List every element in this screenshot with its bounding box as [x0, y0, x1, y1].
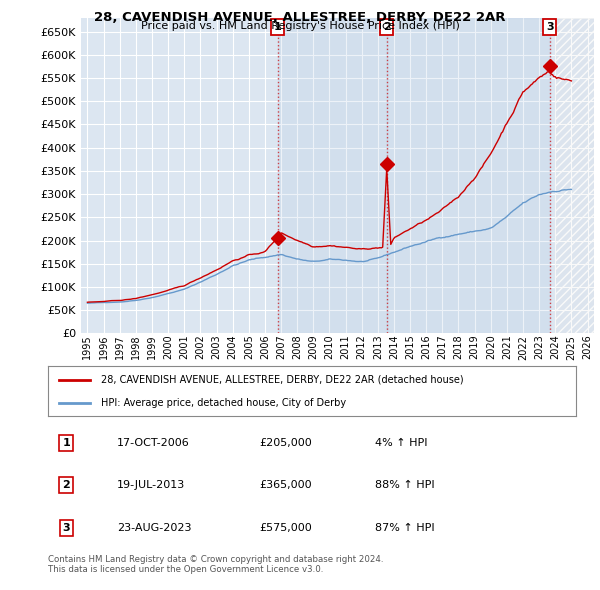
Text: 28, CAVENDISH AVENUE, ALLESTREE, DERBY, DE22 2AR: 28, CAVENDISH AVENUE, ALLESTREE, DERBY, …	[94, 11, 506, 24]
Text: 28, CAVENDISH AVENUE, ALLESTREE, DERBY, DE22 2AR (detached house): 28, CAVENDISH AVENUE, ALLESTREE, DERBY, …	[101, 375, 463, 385]
Text: 3: 3	[62, 523, 70, 533]
Bar	[555, 18, 594, 333]
Text: 1: 1	[62, 438, 70, 448]
Text: Contains HM Land Registry data © Crown copyright and database right 2024.
This d: Contains HM Land Registry data © Crown c…	[48, 555, 383, 574]
Bar	[278, 18, 387, 333]
Text: 87% ↑ HPI: 87% ↑ HPI	[376, 523, 435, 533]
Text: Price paid vs. HM Land Registry's House Price Index (HPI): Price paid vs. HM Land Registry's House …	[140, 21, 460, 31]
Text: 23-AUG-2023: 23-AUG-2023	[116, 523, 191, 533]
Text: 19-JUL-2013: 19-JUL-2013	[116, 480, 185, 490]
Text: 88% ↑ HPI: 88% ↑ HPI	[376, 480, 435, 490]
Text: 4% ↑ HPI: 4% ↑ HPI	[376, 438, 428, 448]
Bar	[387, 18, 550, 333]
Text: 3: 3	[546, 22, 553, 32]
Text: 2: 2	[383, 22, 391, 32]
Text: £365,000: £365,000	[259, 480, 312, 490]
Text: £575,000: £575,000	[259, 523, 312, 533]
Text: 2: 2	[62, 480, 70, 490]
Text: 17-OCT-2006: 17-OCT-2006	[116, 438, 190, 448]
Text: 1: 1	[274, 22, 281, 32]
Text: £205,000: £205,000	[259, 438, 312, 448]
Bar	[555, 18, 594, 333]
Text: HPI: Average price, detached house, City of Derby: HPI: Average price, detached house, City…	[101, 398, 346, 408]
